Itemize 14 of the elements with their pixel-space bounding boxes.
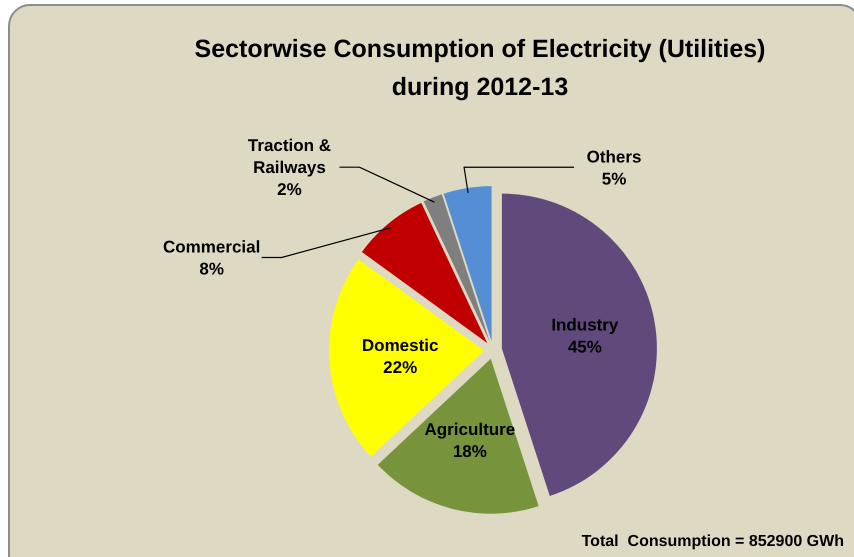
slice-label: Traction & Railways <box>248 136 332 177</box>
data-label: 8% <box>199 258 224 278</box>
data-label: 45% <box>568 336 602 356</box>
data-label: 2% <box>277 180 302 199</box>
data-label: 22% <box>383 357 418 376</box>
slice-label: Industry <box>551 314 619 334</box>
slice-label: Domestic <box>362 335 438 354</box>
data-label: 18% <box>452 442 487 461</box>
data-label: 5% <box>602 168 626 188</box>
chart-title: Sectorwise Consumption of Electricity (Utilities) during 2012-13 <box>194 34 766 103</box>
slice-label: Commercial <box>162 236 260 256</box>
text: Total Consumption = 852900 GWh <box>582 533 844 551</box>
slice-label: Others <box>586 146 642 166</box>
slice-label: Agriculture <box>424 420 516 439</box>
